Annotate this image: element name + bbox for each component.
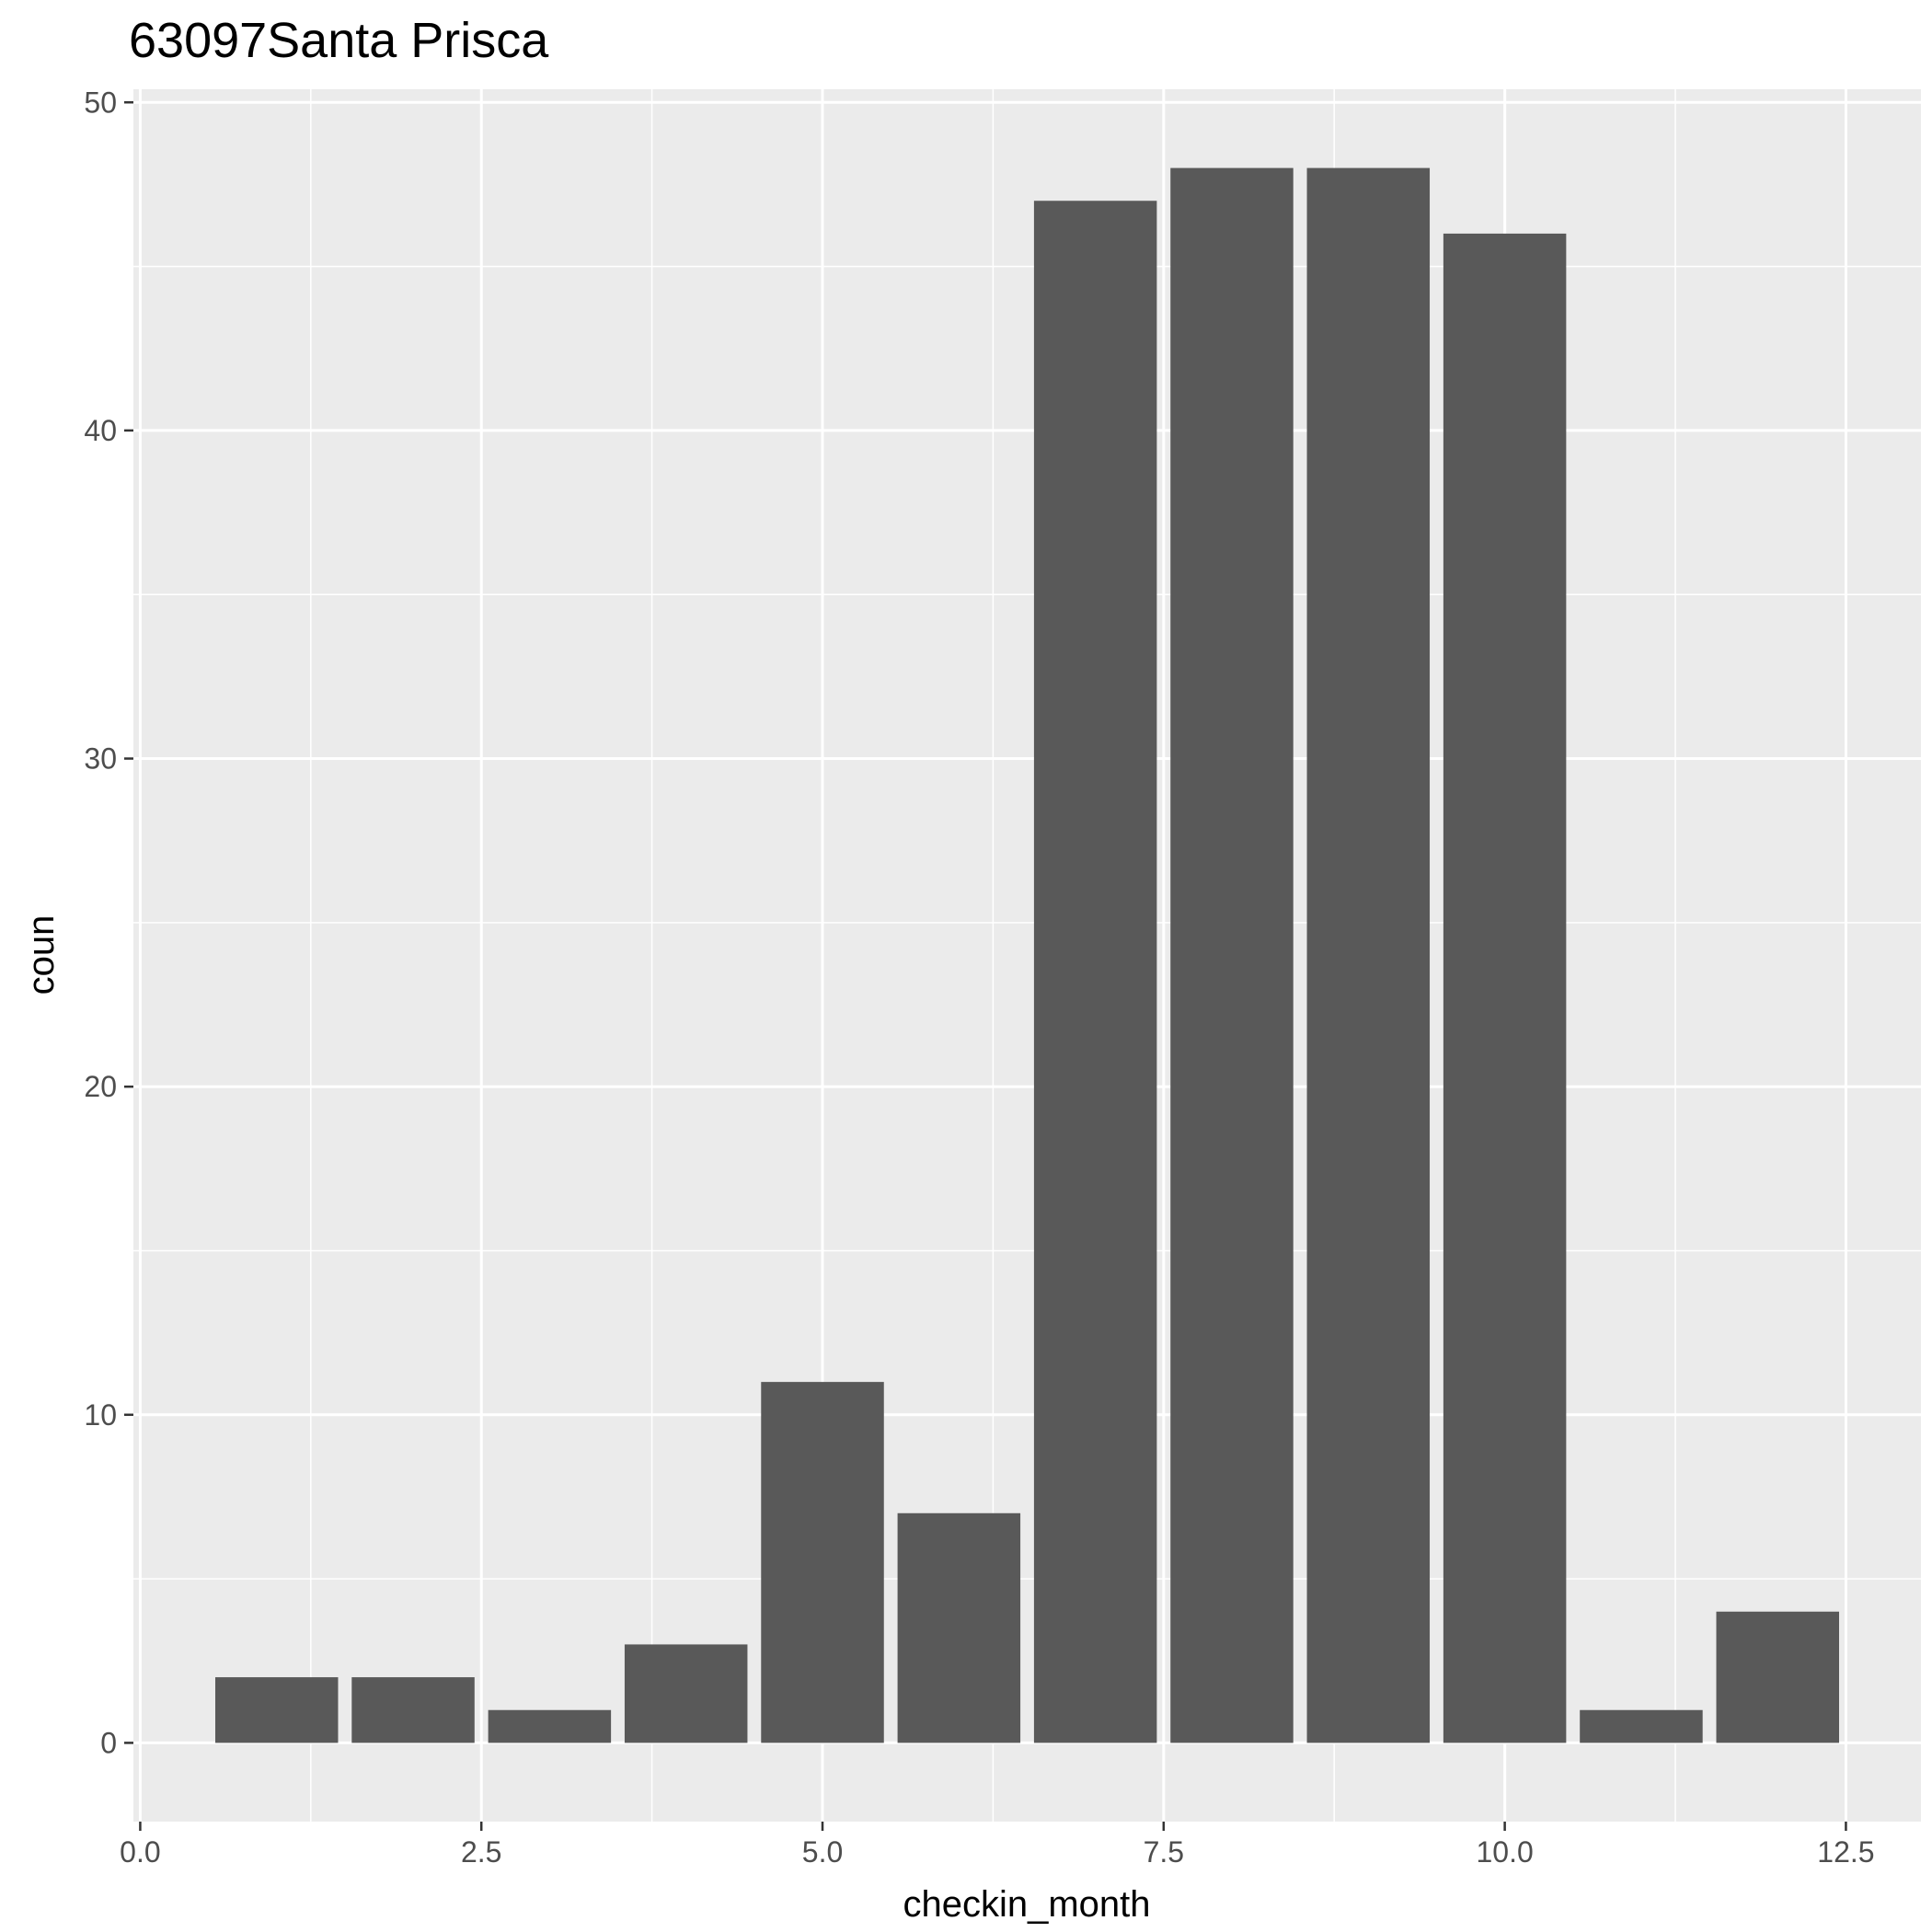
x-axis-ticks: 0.0 2.5 5.0 7.5 10.0 12.5 <box>120 1822 1875 1869</box>
bar <box>1580 1709 1703 1743</box>
y-tick-label: 40 <box>84 414 117 447</box>
y-axis-title: coun <box>21 915 62 995</box>
y-tick-label: 20 <box>84 1070 117 1103</box>
x-tick-label: 5.0 <box>802 1835 843 1869</box>
x-tick-label: 2.5 <box>461 1835 501 1869</box>
x-tick-label: 10.0 <box>1476 1835 1533 1869</box>
y-axis-ticks: 0 10 20 30 40 50 <box>84 86 133 1759</box>
bar <box>214 1677 339 1743</box>
bar <box>1306 167 1431 1743</box>
bar <box>1033 201 1157 1743</box>
bar <box>1443 233 1567 1743</box>
bar <box>761 1382 884 1743</box>
bar <box>351 1677 475 1743</box>
y-tick-label: 30 <box>84 742 117 776</box>
x-tick-label: 7.5 <box>1144 1835 1184 1869</box>
x-tick-label: 12.5 <box>1817 1835 1874 1869</box>
bar <box>897 1512 1021 1743</box>
bar <box>488 1709 612 1743</box>
y-tick-label: 10 <box>84 1398 117 1432</box>
plot-panel <box>133 89 1921 1822</box>
y-tick-label: 0 <box>100 1726 117 1759</box>
x-tick-label: 0.0 <box>120 1835 160 1869</box>
chart-title: 63097Santa Prisca <box>129 13 549 68</box>
bar <box>624 1644 748 1743</box>
y-tick-label: 50 <box>84 86 117 119</box>
x-axis-title: checkin_month <box>903 1884 1150 1925</box>
bar <box>1716 1611 1840 1743</box>
bars <box>214 167 1840 1743</box>
bar <box>1170 167 1294 1743</box>
